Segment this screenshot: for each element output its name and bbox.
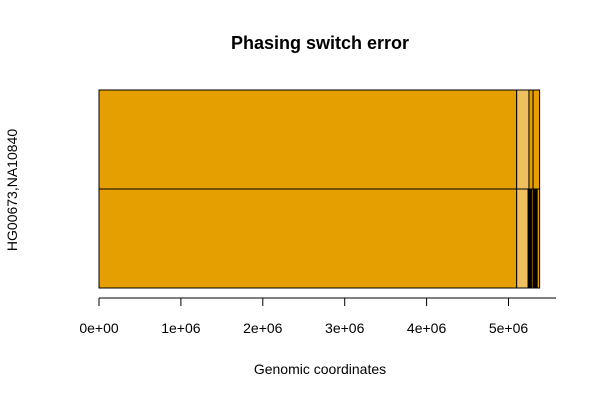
track-2-segment-6 (536, 188, 541, 289)
track-area (98, 89, 541, 289)
x-tick-label: 1e+06 (161, 320, 201, 336)
track-1-segment-4 (532, 89, 541, 190)
track-2-segment-5 (532, 188, 538, 289)
x-axis: 0e+00 1e+06 2e+06 3e+06 4e+06 5e+06 (79, 297, 556, 336)
x-tick-label: 4e+06 (407, 320, 447, 336)
x-tick-label: 2e+06 (243, 320, 283, 336)
chart-title: Phasing switch error (231, 33, 409, 53)
x-axis-label: Genomic coordinates (254, 361, 386, 377)
x-tick-label: 0e+00 (79, 320, 119, 336)
x-tick-label: 3e+06 (325, 320, 365, 336)
track-2 (98, 188, 541, 289)
track-1 (98, 89, 541, 190)
track-2-segment-1 (98, 188, 518, 289)
y-axis-label: HG00673,NA10840 (4, 129, 20, 251)
track-1-segment-3 (528, 89, 534, 190)
track-1-segment-2 (516, 89, 530, 190)
x-tick-label: 5e+06 (489, 320, 529, 336)
track-2-segment-2 (516, 188, 529, 289)
track-1-segment-1 (98, 89, 518, 190)
